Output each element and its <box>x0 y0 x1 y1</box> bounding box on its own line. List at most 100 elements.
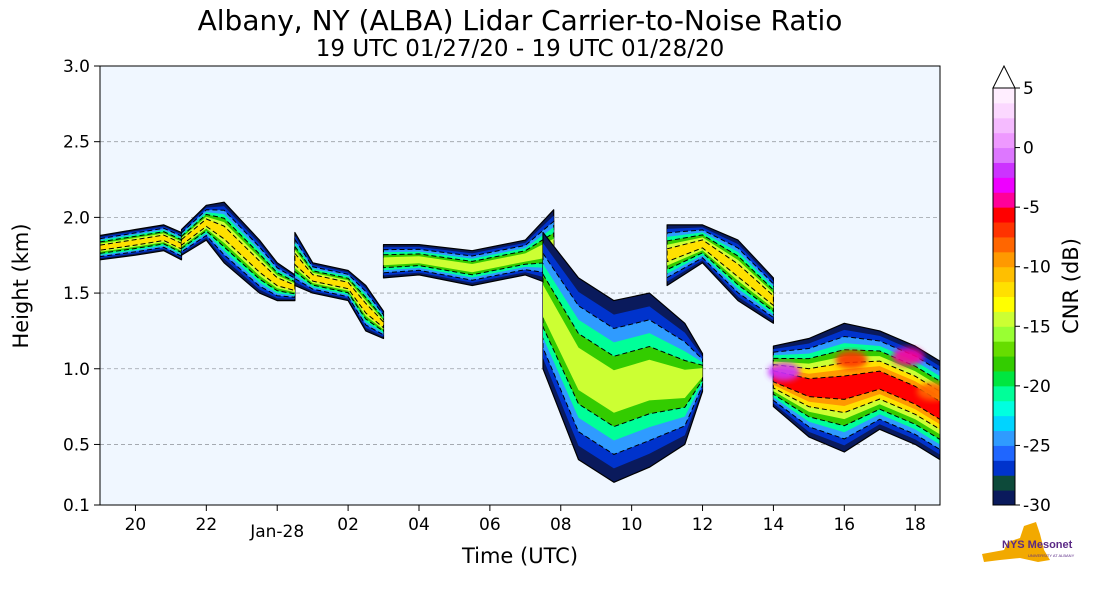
hot-spot-0 <box>768 362 801 381</box>
cnr-band-2-4 <box>294 246 384 332</box>
x-tick-label-3: 02 <box>337 515 359 535</box>
colorbar-swatch-24 <box>993 132 1015 149</box>
cnr-contour-2-4 <box>294 244 384 333</box>
colorbar-frame <box>992 87 1016 506</box>
colorbar-swatch-3 <box>993 445 1015 461</box>
new-york-state-icon: NYS Mesonet UNIVERSITY AT ALBANY <box>982 522 1075 562</box>
cnr-contour-5-2 <box>666 229 774 319</box>
x-axis-ticks: 20 22 Jan-28 02 04 06 08 10 12 14 16 18 <box>125 505 926 542</box>
colorbar-label: CNR (dB) <box>1059 238 1083 334</box>
colorbar-tick-label-3: -10 <box>1023 258 1051 278</box>
colorbar-tick-label-2: -5 <box>1023 198 1040 218</box>
colorbar-swatch-9 <box>993 356 1015 372</box>
x-tick-label-2: Jan-28 <box>249 522 304 542</box>
colorbar-swatch-27 <box>993 88 1015 104</box>
colorbar-swatch-13 <box>993 296 1015 312</box>
nys-mesonet-logo: NYS Mesonet UNIVERSITY AT ALBANY <box>980 520 1080 566</box>
cnr-band-1-6 <box>181 219 295 291</box>
cnr-contour-3-4 <box>383 232 555 276</box>
colorbar-swatch-11 <box>993 326 1015 342</box>
colorbar-swatch-4 <box>993 430 1015 446</box>
cnr-contour-1-2 <box>181 209 296 298</box>
y-tick-label-5: 2.5 <box>63 133 90 153</box>
colorbar-tick-label-6: -25 <box>1023 436 1051 456</box>
cloud-layer-4 <box>542 231 704 483</box>
colorbar-tick-label-4: -15 <box>1023 317 1051 337</box>
cloud-layer-5 <box>666 224 774 324</box>
plot-frame <box>99 65 941 506</box>
colorbar-tick-label-0: 5 <box>1023 79 1034 99</box>
y-tick-label-3: 1.5 <box>63 284 90 304</box>
y-axis-label: Height (km) <box>9 223 33 348</box>
colorbar-swatch-15 <box>993 266 1015 283</box>
cnr-contour-4-2 <box>542 251 703 455</box>
x-tick-label-10: 16 <box>833 515 855 535</box>
grid-lines <box>100 141 940 445</box>
logo-subtext: UNIVERSITY AT ALBANY <box>1028 553 1075 558</box>
hot-spot-1 <box>835 350 868 369</box>
colorbar-swatch-20 <box>993 192 1015 208</box>
y-tick-label-2: 1.0 <box>63 360 90 380</box>
cnr-band-4-5 <box>543 284 703 413</box>
y-tick-label-6: 3.0 <box>63 57 90 77</box>
cnr-contour-0-2 <box>100 227 182 258</box>
plot-background <box>100 66 940 505</box>
colorbar-swatch-17 <box>993 236 1015 253</box>
colorbar-swatch-26 <box>993 102 1015 119</box>
cloud-layers <box>100 201 940 483</box>
colorbar-swatch-25 <box>993 117 1015 134</box>
colorbar-swatch-2 <box>993 460 1015 476</box>
colorbar-swatch-10 <box>993 341 1015 357</box>
x-tick-label-8: 12 <box>692 515 714 535</box>
cloud-layer-0 <box>100 224 183 261</box>
x-tick-label-6: 08 <box>550 515 572 535</box>
y-tick-label-0: 0.1 <box>63 496 90 516</box>
y-tick-label-1: 0.5 <box>63 435 90 455</box>
x-tick-label-1: 22 <box>196 515 218 535</box>
cloud-layer-3 <box>382 209 555 287</box>
x-tick-label-7: 10 <box>621 515 643 535</box>
cnr-contour-4-4 <box>542 272 703 428</box>
colorbar-tick-label-7: -30 <box>1023 496 1051 516</box>
x-tick-label-5: 06 <box>479 515 501 535</box>
colorbar-tick-label-5: -20 <box>1023 377 1051 397</box>
colorbar-swatch-14 <box>993 281 1015 297</box>
colorbar-swatch-16 <box>993 251 1015 268</box>
cloud-layer-2 <box>294 231 385 340</box>
colorbar-swatch-23 <box>993 147 1015 163</box>
y-tick-label-4: 2.0 <box>63 208 90 228</box>
x-tick-label-9: 14 <box>763 515 785 535</box>
x-tick-label-11: 18 <box>904 515 926 535</box>
chart-subtitle: 19 UTC 01/27/20 - 19 UTC 01/28/20 <box>315 36 725 62</box>
colorbar-swatch-18 <box>993 222 1015 238</box>
cnr-contour-1-4 <box>181 213 296 295</box>
cnr-band-2-6 <box>294 253 384 328</box>
cnr-contour-6-4 <box>772 349 940 441</box>
cnr-band-2-5 <box>294 249 384 330</box>
cnr-band-0-6 <box>100 235 182 251</box>
colorbar-swatch-8 <box>993 370 1015 387</box>
colorbar-swatch-1 <box>993 475 1015 491</box>
colorbar-swatch-7 <box>993 385 1015 402</box>
cnr-band-6-8 <box>773 370 940 420</box>
colorbar-swatch-19 <box>993 207 1015 223</box>
colorbar-tick-label-1: 0 <box>1023 139 1034 159</box>
colorbar-swatch-6 <box>993 400 1015 417</box>
hot-spot-2 <box>892 347 925 366</box>
cnr-contour-6-6 <box>772 360 940 430</box>
colorbar-swatch-0 <box>993 490 1015 506</box>
x-tick-label-4: 04 <box>408 515 430 535</box>
y-axis-ticks: 0.1 0.5 1.0 1.5 2.0 2.5 3.0 <box>63 57 100 516</box>
colorbar: 5 0 -5 -10 -15 -20 -25 -30 <box>992 64 1051 516</box>
cnr-contour-1-6 <box>181 218 296 292</box>
logo-text: NYS Mesonet <box>1002 539 1073 551</box>
x-axis-label: Time (UTC) <box>461 544 578 568</box>
colorbar-swatch-12 <box>993 311 1015 327</box>
cnr-contour-6-2 <box>772 335 940 451</box>
colorbar-swatch-21 <box>993 177 1015 193</box>
cloud-layer-1 <box>180 201 296 302</box>
chart-title: Albany, NY (ALBA) Lidar Carrier-to-Noise… <box>197 4 843 37</box>
cnr-contour-5-6 <box>666 239 774 307</box>
cnr-contour-5-4 <box>666 234 774 313</box>
